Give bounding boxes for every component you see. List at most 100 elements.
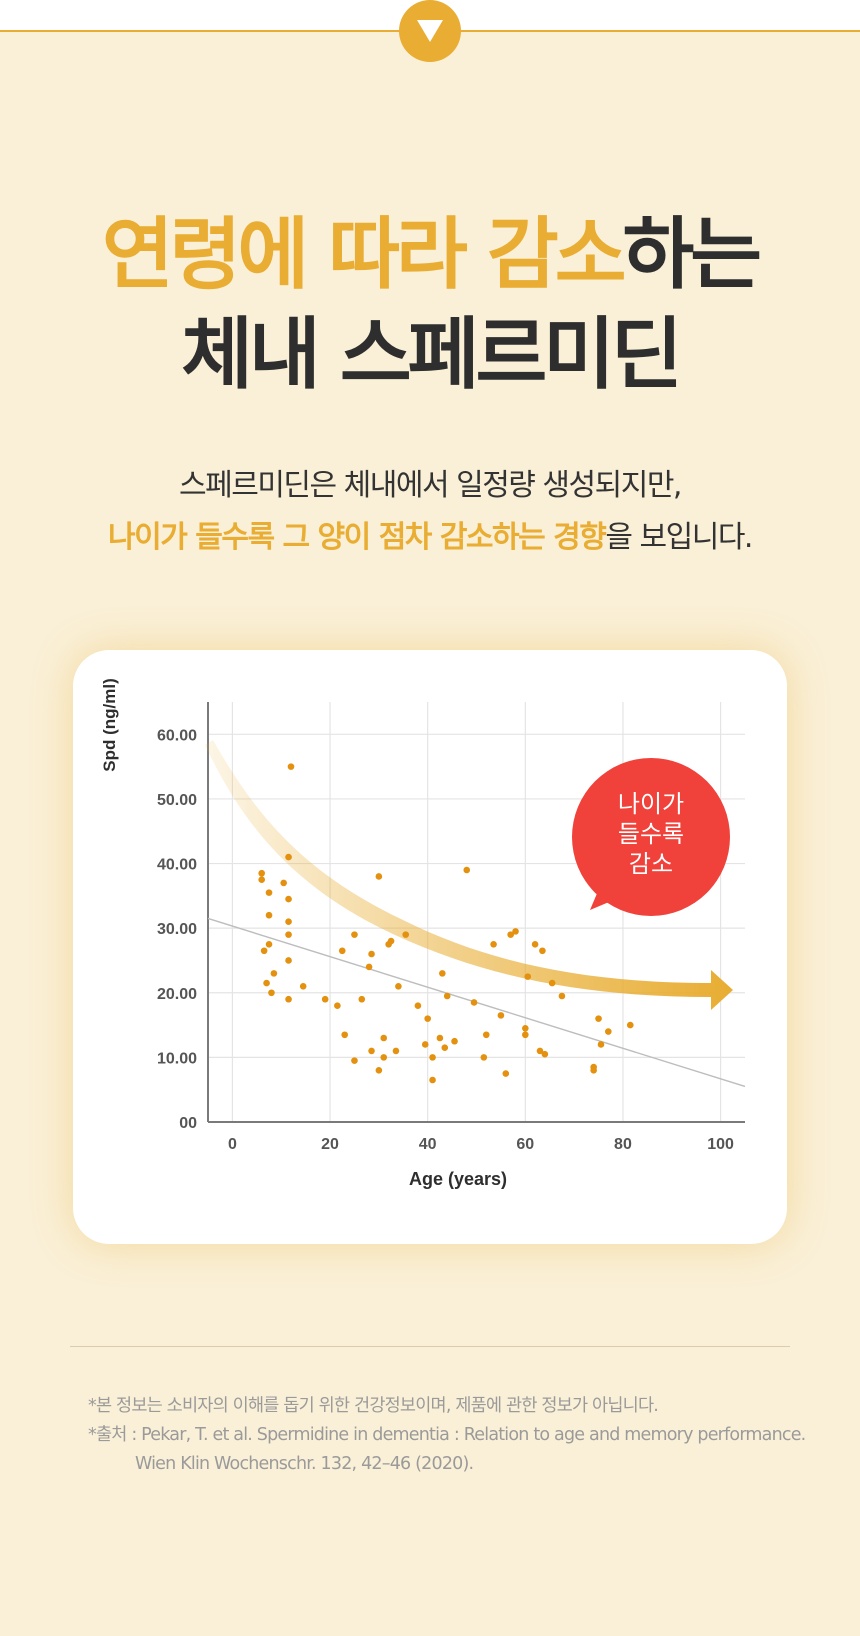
- data-point: [270, 970, 278, 977]
- y-tick-label: 50.00: [157, 792, 197, 809]
- data-point: [285, 918, 292, 925]
- data-point: [285, 853, 292, 861]
- data-point: [451, 1037, 458, 1045]
- data-point: [351, 1057, 358, 1064]
- data-point: [443, 992, 451, 1000]
- y-tick-label: 20.00: [157, 986, 197, 1003]
- footnote-disclaimer: *본 정보는 소비자의 이해를 돕기 위한 건강정보이며, 제품에 관한 정보가…: [88, 1396, 659, 1416]
- headline-accent: 연령에 따라 감소: [101, 210, 627, 300]
- data-point: [558, 992, 566, 1000]
- data-point: [392, 1047, 400, 1055]
- data-point: [490, 941, 497, 948]
- data-point: [441, 1044, 449, 1051]
- data-point: [470, 999, 478, 1006]
- data-point: [429, 1054, 436, 1061]
- y-tick-labels: 00 10.00 20.00 30.00 40.00 50.00 60.00: [157, 727, 197, 1132]
- divider: [70, 1346, 790, 1347]
- subcopy-rest: 을 보입니다.: [605, 520, 753, 555]
- data-point: [595, 1015, 602, 1022]
- footnotes: *본 정보는 소비자의 이해를 돕기 위한 건강정보이며, 제품에 관한 정보가…: [88, 1392, 808, 1479]
- data-point: [258, 869, 265, 877]
- data-point: [507, 931, 514, 938]
- data-point: [258, 876, 265, 883]
- footnote-source-line2: Wien Klin Wochenschr. 132, 42–46 (2020).: [135, 1454, 474, 1474]
- down-arrow-badge: [399, 0, 461, 62]
- subcopy: 스페르미딘은 체내에서 일정량 생성되지만, 나이가 들수록 그 양이 점차 감…: [0, 460, 860, 564]
- data-point: [522, 1031, 529, 1039]
- data-point: [268, 989, 275, 997]
- y-tick-label: 10.00: [157, 1050, 197, 1067]
- x-tick-label: 80: [614, 1136, 632, 1153]
- chart-card: 00 10.00 20.00 30.00 40.00 50.00 60.00 0 20 40 60…: [73, 650, 787, 1244]
- headline-line2: 체내 스페르미딘: [181, 310, 682, 400]
- data-point: [439, 970, 446, 977]
- data-point: [463, 866, 471, 874]
- data-point: [626, 1021, 634, 1029]
- y-tick-label: 30.00: [157, 921, 197, 938]
- footnote-source: *출처 : Pekar, T. et al. Spermidine in dem…: [88, 1425, 806, 1445]
- data-point: [285, 995, 292, 1003]
- data-point: [375, 873, 383, 880]
- page-headline: 연령에 따라 감소하는 체내 스페르미딘: [0, 205, 860, 405]
- x-tick-label: 100: [707, 1136, 734, 1153]
- callout-bubble: 나이가 들수록 감소: [572, 758, 730, 916]
- data-point: [265, 889, 273, 896]
- data-point: [265, 941, 273, 948]
- scatter-chart: 00 10.00 20.00 30.00 40.00 50.00 60.00 0 20 40 60…: [100, 678, 746, 1189]
- data-point: [536, 1047, 544, 1055]
- x-tick-label: 40: [419, 1136, 437, 1153]
- x-tick-labels: 0 20 40 60 80 100: [228, 1136, 734, 1153]
- data-point: [338, 947, 346, 955]
- data-point: [380, 1054, 388, 1061]
- data-point: [395, 983, 402, 990]
- data-point: [368, 1047, 375, 1055]
- y-tick-label: 60.00: [157, 727, 197, 744]
- x-tick-label: 60: [516, 1136, 534, 1153]
- x-tick-label: 20: [321, 1136, 339, 1153]
- data-point: [421, 1041, 429, 1048]
- data-point: [285, 957, 292, 964]
- data-point: [541, 1050, 549, 1058]
- subcopy-accent: 나이가 들수록 그 양이 점차 감소하는 경향: [108, 520, 607, 555]
- data-point: [539, 947, 546, 955]
- callout-line: 들수록: [618, 820, 684, 848]
- data-point: [524, 973, 532, 980]
- decrease-trend-arrow: [205, 740, 733, 1010]
- data-point: [341, 1031, 348, 1039]
- headline-rest: 하는: [622, 210, 763, 300]
- data-point: [265, 911, 273, 919]
- data-point: [414, 1002, 422, 1009]
- data-point: [480, 1054, 488, 1061]
- y-tick-label: 40.00: [157, 857, 197, 874]
- data-point: [368, 950, 375, 958]
- data-point: [512, 928, 519, 935]
- down-arrow-icon: [417, 20, 443, 42]
- callout-text: 나이가 들수록 감소: [618, 790, 684, 878]
- data-point: [280, 879, 287, 887]
- data-point: [375, 1067, 383, 1074]
- data-point: [497, 1012, 505, 1019]
- data-point: [285, 895, 292, 903]
- data-point: [597, 1041, 605, 1048]
- data-point: [429, 1076, 436, 1084]
- data-point: [334, 1002, 341, 1009]
- data-point: [482, 1031, 490, 1039]
- data-point: [358, 995, 366, 1003]
- x-tick-label: 0: [228, 1136, 237, 1153]
- subcopy-line1: 스페르미딘은 체내에서 일정량 생성되지만,: [179, 468, 682, 503]
- data-point: [402, 931, 410, 938]
- data-point: [522, 1025, 529, 1032]
- data-point: [380, 1034, 388, 1042]
- data-point: [387, 937, 395, 945]
- y-tick-label: 00: [179, 1115, 197, 1132]
- data-points: [258, 763, 634, 1084]
- data-point: [502, 1070, 510, 1077]
- data-point: [424, 1015, 431, 1022]
- data-point: [531, 941, 539, 948]
- y-axis-label: Spd (ng/ml): [100, 678, 119, 771]
- data-point: [365, 963, 373, 971]
- data-point: [263, 979, 270, 987]
- data-point: [299, 983, 307, 990]
- data-point: [260, 947, 268, 955]
- data-point: [605, 1028, 612, 1035]
